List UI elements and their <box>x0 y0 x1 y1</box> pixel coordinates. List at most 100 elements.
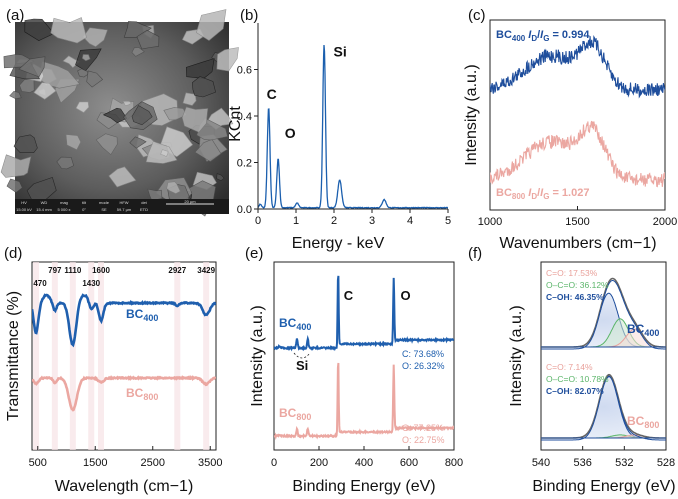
f-bc800-component-fill <box>541 376 666 438</box>
panel-f-y-label: Intensity (a.u.) <box>508 305 525 406</box>
d-band <box>33 262 40 450</box>
c-xtick-label: 1500 <box>565 216 589 228</box>
panel-a-label: (a) <box>6 7 24 24</box>
panel-d-frame <box>31 261 217 451</box>
sem-particle <box>50 17 87 44</box>
panel-d-x-label: Wavelength (cm−1) <box>55 478 194 495</box>
d-peak-label: 1430 <box>82 279 100 288</box>
xps-bc400-line <box>274 275 454 352</box>
sem-particle <box>123 21 152 38</box>
b-ytick-label: 0.4 <box>237 111 252 123</box>
panel-b: (b) 0 1 2 3 4 5 0.0 0.2 0.4 0.6 C O Si Energy - keV… <box>227 7 451 252</box>
panel-b-axis-ticks: 0 1 2 3 4 5 0.0 0.2 0.4 0.6 <box>237 65 451 228</box>
panel-d-label: (d) <box>4 245 22 262</box>
sem-particle <box>102 107 128 124</box>
xps-bc800-line <box>274 362 454 440</box>
sem-particle <box>77 68 89 78</box>
d-xtick-label: 500 <box>29 457 47 469</box>
sem-image <box>0 9 239 217</box>
sem-particle <box>0 154 32 178</box>
sem-particle <box>86 70 104 88</box>
panel-e-peak-labels: C O Si <box>296 288 411 373</box>
b-xtick-label: 4 <box>407 215 413 227</box>
panel-d-axis-ticks: 500 1500 2500 3500 <box>29 446 222 469</box>
d-peak-label: 1600 <box>92 266 110 275</box>
sem-particle <box>13 134 38 153</box>
panel-c-label: (c) <box>468 7 486 24</box>
f-bc400-component-fill <box>541 293 666 347</box>
c-xtick-label: 1000 <box>478 216 502 228</box>
f-bc400-fit <box>541 280 666 350</box>
d-band <box>98 262 104 450</box>
panel-c: (c) BC400 ID/IG = 0.994 BC800 ID/IG = 1.027 … <box>463 7 677 252</box>
f-bc800-comp-coh: C–OH: 82.07% <box>546 386 604 396</box>
ftir-bc800-label: BC800 <box>126 386 158 402</box>
sem-particle <box>166 181 181 195</box>
sem-particle <box>160 149 169 158</box>
ftir-bc800-line <box>32 374 216 412</box>
f-xtick-label: 536 <box>573 457 591 469</box>
panel-b-x-label: Energy - keV <box>292 235 385 252</box>
e-xtick-label: 0 <box>271 457 277 469</box>
panel-c-y-label: Intensity (a.u.) <box>463 64 480 165</box>
d-band <box>203 262 210 450</box>
b-xtick-label: 2 <box>331 215 337 227</box>
panel-e-x-label: Binding Energy (eV) <box>292 478 435 495</box>
panel-d-y-label: Transmittance (%) <box>5 291 22 421</box>
b-peak-label-o: O <box>285 125 296 141</box>
panel-c-x-label: Wavenumbers (cm−1) <box>499 235 656 252</box>
sem-info-label: HFW <box>119 200 128 205</box>
raman-bc800-line <box>490 120 665 188</box>
eds-spectrum-line <box>258 44 448 209</box>
sem-info-value: 15.00 kV <box>16 207 32 212</box>
d-band <box>69 262 76 450</box>
e-peak-label-si: Si <box>296 358 308 373</box>
e-xtick-label: 400 <box>355 457 373 469</box>
sem-info-label: det <box>141 200 147 205</box>
e-peak-label-o: O <box>400 288 410 303</box>
f-bc800-comp-co: C=O: 7.14% <box>546 362 593 372</box>
sem-info-label: tilt <box>82 200 87 205</box>
f-bc800-label: BC800 <box>627 414 659 430</box>
sem-particle <box>181 106 209 133</box>
sem-particle <box>131 47 145 57</box>
sem-particle <box>216 173 225 182</box>
b-peak-label-si: Si <box>334 43 347 59</box>
sem-info-value: ETD <box>140 207 148 212</box>
d-peak-label: 470 <box>33 279 47 288</box>
xps-bc800-label: BC800 <box>279 406 311 422</box>
b-peak-label-c: C <box>267 86 277 102</box>
e-xtick-label: 200 <box>310 457 328 469</box>
sem-particle <box>65 134 82 151</box>
f-bc400-label: BC400 <box>627 322 659 338</box>
sem-info-value: 5 000 x <box>57 207 70 212</box>
sem-particle <box>9 90 22 100</box>
b-xtick-label: 0 <box>255 215 261 227</box>
f-bc400-component-fill <box>541 329 666 347</box>
b-xtick-label: 3 <box>369 215 375 227</box>
d-band <box>174 262 181 450</box>
sem-info-label: mode <box>99 200 110 205</box>
sem-particle <box>129 136 147 149</box>
sem-info-value: SE <box>101 207 107 212</box>
raman-bc800-legend: BC800 ID/IG = 1.027 <box>496 187 589 201</box>
sem-particle <box>95 133 118 156</box>
d-peak-label: 1110 <box>64 266 81 275</box>
f-xtick-label: 540 <box>532 457 550 469</box>
d-xtick-label: 3500 <box>198 457 222 469</box>
xps-bc400-comp-c: C: 73.68% <box>402 349 444 359</box>
b-xtick-label: 5 <box>445 215 451 227</box>
xps-bc400-comp-o: O: 26.32% <box>402 361 445 371</box>
raman-bc400-legend: BC400 ID/IG = 0.994 <box>496 29 590 43</box>
xps-bc800-comp-c: C: 77.25% <box>402 423 444 433</box>
f-bc800-comp-oco: O–C=O: 10.78% <box>546 374 609 384</box>
panel-b-label: (b) <box>240 7 258 24</box>
sem-particle <box>81 54 91 62</box>
scale-bar-label: 20 µm <box>184 199 196 204</box>
sem-particle <box>6 178 23 193</box>
f-bc400-comp-co: C=O: 17.53% <box>546 268 598 278</box>
sem-info-label: mag <box>60 200 68 205</box>
sem-particle <box>194 139 222 162</box>
